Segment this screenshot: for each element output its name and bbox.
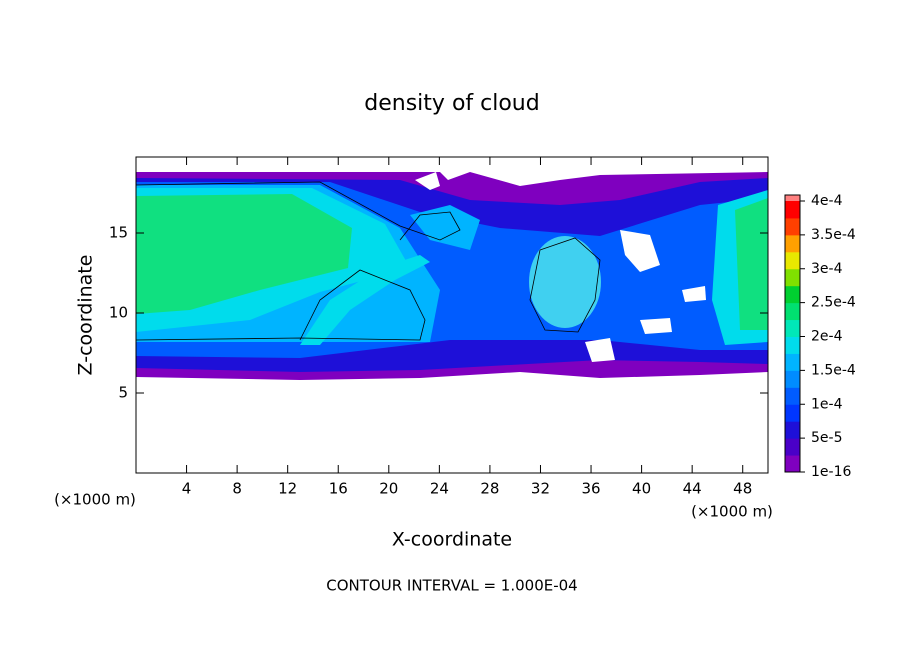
contour-region bbox=[300, 255, 430, 345]
x-tick-label: 24 bbox=[430, 480, 449, 498]
contour-hole bbox=[415, 172, 440, 190]
contour-region bbox=[529, 236, 601, 328]
colorbar-band bbox=[785, 370, 800, 388]
contour-hole bbox=[585, 338, 615, 362]
colorbar-band bbox=[785, 268, 800, 287]
x-tick-label: 16 bbox=[329, 480, 348, 498]
contour-field bbox=[135, 172, 768, 380]
x-tick-label: 8 bbox=[232, 480, 242, 498]
contour-region bbox=[136, 194, 352, 314]
x-tick-label: 44 bbox=[683, 480, 702, 498]
contour-region bbox=[410, 205, 480, 250]
colorbar-band bbox=[785, 201, 800, 219]
x-tick-label: 20 bbox=[379, 480, 398, 498]
colorbar-cap bbox=[785, 195, 800, 201]
annotation: CONTOUR INTERVAL = 1.000E-04 bbox=[326, 577, 577, 595]
colorbar-label: 3e-4 bbox=[811, 261, 843, 277]
colorbar-band bbox=[785, 353, 800, 371]
x-tick-label: 48 bbox=[733, 480, 752, 498]
x-axis-label: X-coordinate bbox=[392, 529, 512, 551]
y-tick-label: 5 bbox=[118, 384, 128, 402]
colorbar-band bbox=[785, 234, 800, 253]
x-tick-label: 32 bbox=[531, 480, 550, 498]
x-tick-label: 28 bbox=[480, 480, 499, 498]
x-unit: (×1000 m) bbox=[691, 503, 773, 521]
y-axis-label: Z-coordinate bbox=[75, 255, 97, 376]
colorbar-label: 1e-4 bbox=[811, 396, 843, 412]
contour-line bbox=[135, 269, 426, 341]
colorbar-label: 5e-5 bbox=[811, 430, 842, 446]
colorbar-band bbox=[785, 336, 800, 354]
contour-hole bbox=[682, 286, 706, 302]
y-unit: (×1000 m) bbox=[54, 491, 136, 509]
contour-region bbox=[735, 198, 768, 330]
plot-frame bbox=[135, 156, 769, 474]
colorbar-band bbox=[785, 455, 800, 473]
colorbar-band bbox=[785, 285, 800, 304]
y-tick-label: 10 bbox=[109, 304, 128, 322]
contour-hole bbox=[640, 318, 672, 334]
colorbar-band bbox=[785, 302, 800, 321]
colorbar-band bbox=[785, 404, 800, 422]
contour-line bbox=[135, 181, 461, 241]
colorbar-label: 3.5e-4 bbox=[811, 227, 856, 243]
colorbar-label: 1e-16 bbox=[811, 464, 851, 480]
chart-title: density of cloud bbox=[364, 91, 539, 116]
colorbar-band bbox=[785, 251, 800, 270]
x-tick-label: 12 bbox=[278, 480, 297, 498]
axes: 4 8 12 16 20 24 28 32 36 40 44 48510151e-165e-51e-4… bbox=[109, 157, 856, 498]
colorbar-label: 2.5e-4 bbox=[811, 295, 856, 311]
colorbar-band bbox=[785, 387, 800, 405]
colorbar-band bbox=[785, 319, 800, 337]
colorbar-band bbox=[785, 217, 800, 236]
colorbar-label: 4e-4 bbox=[811, 193, 843, 209]
x-tick-label: 40 bbox=[632, 480, 651, 498]
colorbar-band bbox=[785, 421, 800, 439]
contour-hole bbox=[620, 230, 660, 272]
colorbar-label: 1.5e-4 bbox=[811, 362, 856, 378]
x-tick-label: 36 bbox=[581, 480, 600, 498]
contour-line bbox=[529, 237, 601, 333]
colorbar-band bbox=[785, 438, 800, 456]
y-tick-label: 15 bbox=[109, 224, 128, 242]
x-tick-label: 4 bbox=[182, 480, 192, 498]
colorbar-label: 2e-4 bbox=[811, 329, 843, 345]
colorbar-frame bbox=[784, 194, 801, 473]
